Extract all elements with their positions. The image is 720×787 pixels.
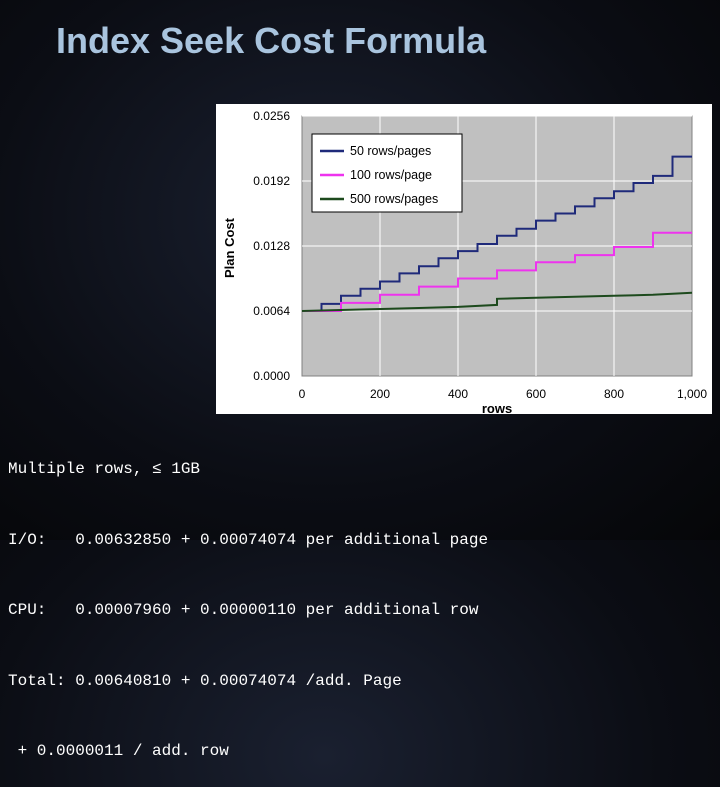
y-axis-title: Plan Cost bbox=[222, 217, 237, 278]
x-tick-label: 400 bbox=[448, 387, 468, 401]
notes-line-total: Total: 0.00640810 + 0.00074074 /add. Pag… bbox=[8, 671, 402, 690]
x-tick-label: 600 bbox=[526, 387, 546, 401]
x-axis-title: rows bbox=[482, 401, 512, 414]
x-tick-label: 1,000 bbox=[677, 387, 707, 401]
y-tick-label: 0.0000 bbox=[253, 369, 290, 383]
y-tick-label: 0.0192 bbox=[253, 174, 290, 188]
x-tick-label: 800 bbox=[604, 387, 624, 401]
notes-line-cpu: CPU: 0.00007960 + 0.00000110 per additio… bbox=[8, 601, 479, 619]
x-tick-label: 200 bbox=[370, 387, 390, 401]
notes-line-multiple-rows: Multiple rows, ≤ 1GB bbox=[8, 460, 201, 478]
series-line-1 bbox=[302, 155, 692, 312]
series-line-3 bbox=[301, 291, 693, 312]
legend-label-1: 50 rows/pages bbox=[350, 144, 431, 158]
plan-cost-chart: 0.0000 0.0064 0.0128 0.0192 0.0256 0 200 400 600… bbox=[222, 109, 707, 414]
cost-formula-notes: Multiple rows, ≤ 1GB I/O: 0.00632850 + 0… bbox=[8, 411, 488, 787]
x-tick-label: 0 bbox=[299, 387, 306, 401]
legend-label-2: 100 rows/page bbox=[350, 168, 432, 182]
slide-title: Index Seek Cost Formula bbox=[56, 20, 487, 61]
y-tick-label: 0.0256 bbox=[253, 109, 290, 123]
notes-line-io: I/O: 0.00632850 + 0.00074074 per additio… bbox=[8, 530, 489, 549]
y-tick-label: 0.0064 bbox=[253, 304, 290, 318]
y-tick-label: 0.0128 bbox=[253, 239, 290, 253]
series-line-2 bbox=[302, 231, 692, 312]
chart-panel: 0.0000 0.0064 0.0128 0.0192 0.0256 0 200 400 600… bbox=[216, 104, 712, 414]
notes-line-per-row: + 0.0000011 / add. row bbox=[8, 742, 229, 760]
legend-label-3: 500 rows/pages bbox=[350, 192, 438, 206]
